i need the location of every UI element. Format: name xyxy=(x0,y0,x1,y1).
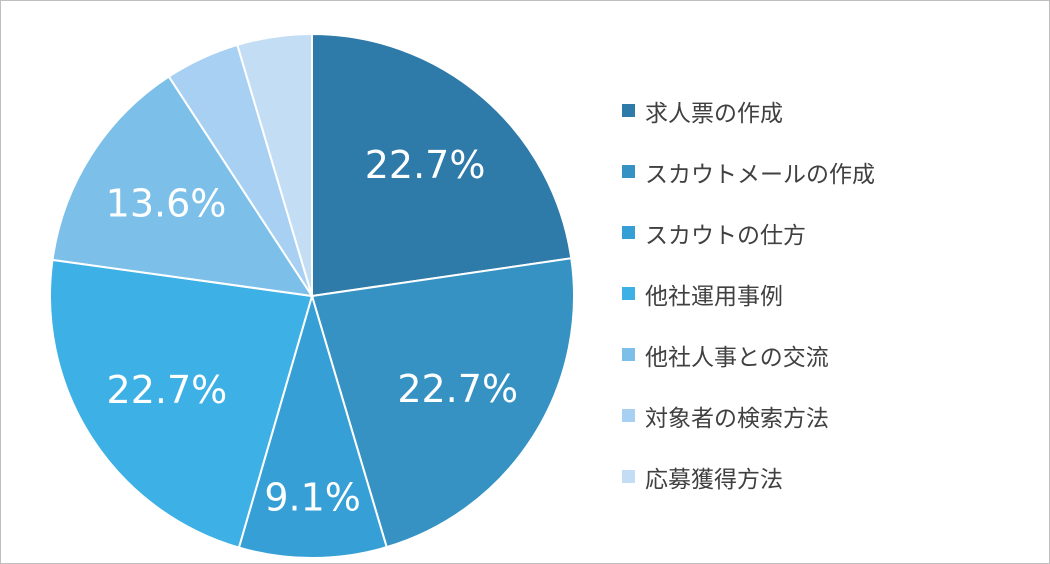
pie-slice-1 xyxy=(311,32,573,298)
legend-item-5: 他社人事との交流 xyxy=(622,324,875,385)
legend-swatch xyxy=(622,287,635,300)
legend-label: 対象者の検索方法 xyxy=(645,405,829,432)
legend-swatch xyxy=(622,409,635,422)
pie-slice-2 xyxy=(310,257,575,549)
pie-slice-7 xyxy=(236,32,313,297)
legend-swatch xyxy=(622,226,635,239)
data-label-2: 22.7% xyxy=(397,367,518,411)
legend-label: スカウトの仕方 xyxy=(645,222,806,249)
data-label-1: 22.7% xyxy=(365,143,486,187)
pie-slice-5 xyxy=(51,75,315,298)
legend-item-2: スカウトメールの作成 xyxy=(622,141,875,202)
legend-item-3: スカウトの仕方 xyxy=(622,202,875,263)
legend-item-1: 求人票の作成 xyxy=(622,80,875,141)
pie-slice-4 xyxy=(49,258,314,549)
legend-label: 他社人事との交流 xyxy=(645,344,829,371)
legend-swatch xyxy=(622,165,635,178)
legend-item-6: 対象者の検索方法 xyxy=(622,385,875,446)
legend-swatch xyxy=(622,348,635,361)
legend-swatch xyxy=(622,470,635,483)
chart-legend: 求人票の作成スカウトメールの作成 スカウトの仕方 他社運用事例他社人事との交流 対象者… xyxy=(622,80,875,507)
legend-item-7: 応募獲得方法 xyxy=(622,446,875,507)
pie-slices xyxy=(49,32,575,560)
legend-swatch xyxy=(622,104,635,117)
data-label-4: 22.7% xyxy=(107,368,228,412)
legend-label: スカウトメールの作成 xyxy=(645,161,875,188)
legend-label: 求人票の作成 xyxy=(645,100,783,127)
data-label-5: 13.6% xyxy=(106,181,227,225)
pie-data-labels: 22.7% 22.7% 9.1% 22.7% 13.6% xyxy=(106,143,518,520)
pie-slice-3 xyxy=(237,292,388,560)
legend-label: 他社運用事例 xyxy=(645,283,783,310)
legend-label: 応募獲得方法 xyxy=(645,466,783,493)
data-label-3: 9.1% xyxy=(264,476,361,520)
legend-item-4: 他社運用事例 xyxy=(622,263,875,324)
